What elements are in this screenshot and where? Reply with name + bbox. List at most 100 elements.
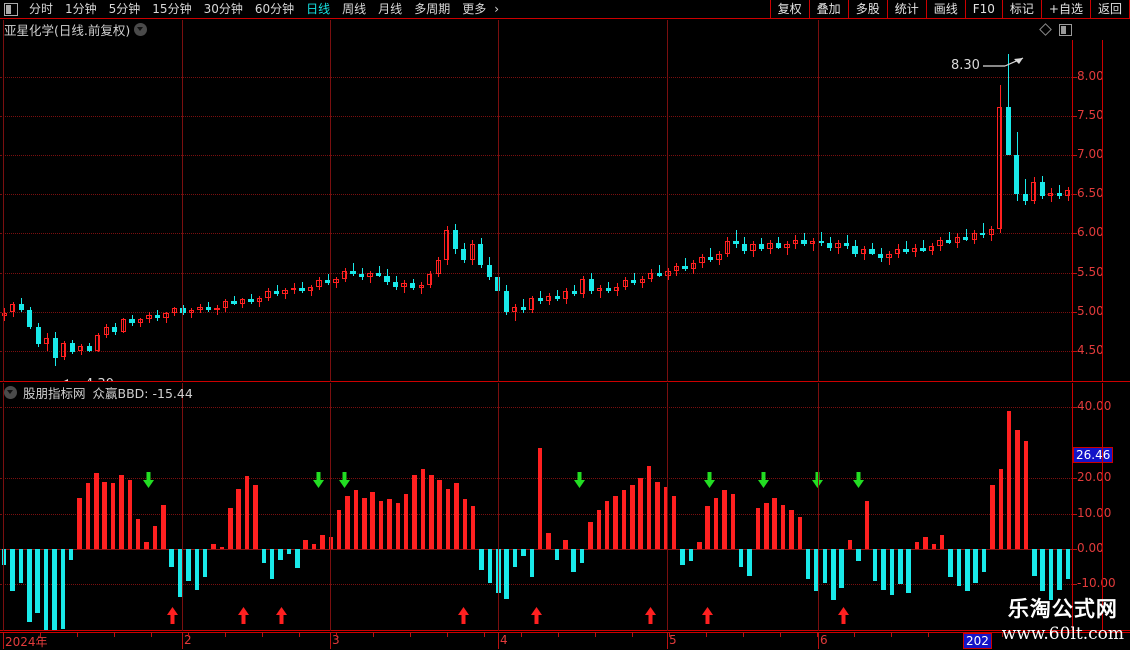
date-axis-minor-tick [595,632,596,637]
price-axis-label: 6.50 [1077,186,1104,201]
button-add-favorite[interactable]: +自选 [1040,0,1090,19]
button-huaxian[interactable]: 画线 [925,0,965,19]
tab-monthly[interactable]: 月线 [378,1,403,16]
tab-30min[interactable]: 30分钟 [203,1,243,16]
price-axis-label: 7.00 [1077,147,1104,162]
indicator-bar [152,525,158,549]
price-gridline [0,311,1072,313]
candle-wick [472,239,473,265]
indicator-bar [529,548,535,578]
indicator-bar [353,490,359,549]
tab-5min[interactable]: 5分钟 [108,1,141,16]
indicator-panel[interactable]: 股朋指标网 众赢BBD: -15.44 40.00 20.00 10.00 0.00 -… [0,383,1130,631]
chevron-down-circle-icon[interactable] [134,23,148,36]
indicator-bar [311,543,317,549]
tab-60min[interactable]: 60分钟 [254,1,295,16]
candle-body [265,291,271,298]
candle-wick [974,230,975,245]
candle-body [248,299,254,303]
candle-wick [753,241,754,257]
indicator-bar [906,548,911,594]
date-axis-tick [498,632,499,649]
candle-body [724,241,731,254]
price-plot-area[interactable] [0,20,1072,381]
candle-body [537,297,543,301]
indicator-panel-header: 股朋指标网 众赢BBD: -15.44 [0,383,193,401]
tab-15min[interactable]: 15分钟 [152,1,192,16]
candle-wick [770,239,771,254]
indicator-bar [303,540,308,549]
split-panel-icon[interactable] [1059,23,1072,36]
candle-body [767,242,773,250]
tab-more[interactable]: 更多 [462,1,487,16]
candle-body [282,289,288,295]
price-chart-panel[interactable]: 亚星化学(日线.前复权) 8.00 7.50 7.00 6.50 6.00 5.50 5.0… [0,20,1130,382]
price-axis-tick [1072,350,1077,352]
candle-body [792,239,799,245]
button-f10[interactable]: F10 [964,0,1002,19]
indicator-bar [613,495,618,549]
candle-wick [328,274,329,285]
date-cursor-badge: 202 [963,633,992,649]
button-diejia[interactable]: 叠加 [808,0,848,19]
button-biaoji[interactable]: 标记 [1001,0,1041,19]
candle-wick [549,292,550,306]
candle-body [52,338,58,359]
candle-wick [983,222,984,239]
indicator-bar [228,508,233,549]
button-fuquan[interactable]: 复权 [769,0,809,19]
indicator-plot-area[interactable] [0,383,1072,630]
date-axis-minor-tick [928,632,929,637]
candle-wick [991,225,992,242]
candle-body [512,306,518,312]
indicator-bar [722,490,727,549]
price-gridline [0,350,1072,352]
price-axis-label: 6.00 [1077,225,1104,240]
button-back[interactable]: 返回 [1089,0,1130,19]
candle-wick [532,295,533,314]
buy-signal-arrow-up-icon [531,606,542,629]
indicator-bar [202,548,208,578]
stock-title: 亚星化学(日线.前复权) [4,23,131,38]
window-split-icon[interactable] [4,2,18,16]
button-tongji[interactable]: 统计 [886,0,926,19]
indicator-bar [1015,430,1020,549]
indicator-bar [537,447,543,549]
candle-wick [693,260,694,275]
candle-wick [149,311,150,323]
indicator-bar [429,474,434,549]
indicator-bar [730,494,736,549]
indicator-bar [621,490,627,549]
indicator-bar [1,548,7,565]
candle-body [231,300,237,304]
diamond-icon[interactable] [1039,23,1052,36]
indicator-site-label: 股朋指标网 [23,385,86,401]
indicator-bar [688,548,694,562]
tab-fenshi[interactable]: 分时 [29,1,54,16]
candle-body [120,319,126,332]
indicator-bar [27,548,32,622]
button-duogu[interactable]: 多股 [847,0,887,19]
candle-wick [268,288,269,301]
indicator-bar [881,548,886,590]
tab-weekly[interactable]: 周线 [342,1,367,16]
indicator-bar [981,548,987,572]
candle-body [341,270,348,279]
indicator-bar [814,548,819,592]
candle-wick [949,231,950,245]
indicator-bar [839,548,844,588]
chevron-right-icon[interactable]: › [494,1,500,16]
tab-multi-period[interactable]: 多周期 [414,1,451,16]
indicator-bar [35,548,40,613]
candle-body [673,266,679,271]
indicator-bar [655,481,660,549]
chevron-down-circle-icon[interactable] [4,385,17,399]
candle-body [452,230,458,250]
candle-body [903,249,909,253]
candle-wick [685,258,686,271]
tab-daily[interactable]: 日线 [306,1,331,16]
price-axis-tick [1072,311,1077,313]
buy-signal-arrow-up-icon [458,606,469,629]
indicator-bar [269,548,275,580]
tab-1min[interactable]: 1分钟 [65,1,97,16]
